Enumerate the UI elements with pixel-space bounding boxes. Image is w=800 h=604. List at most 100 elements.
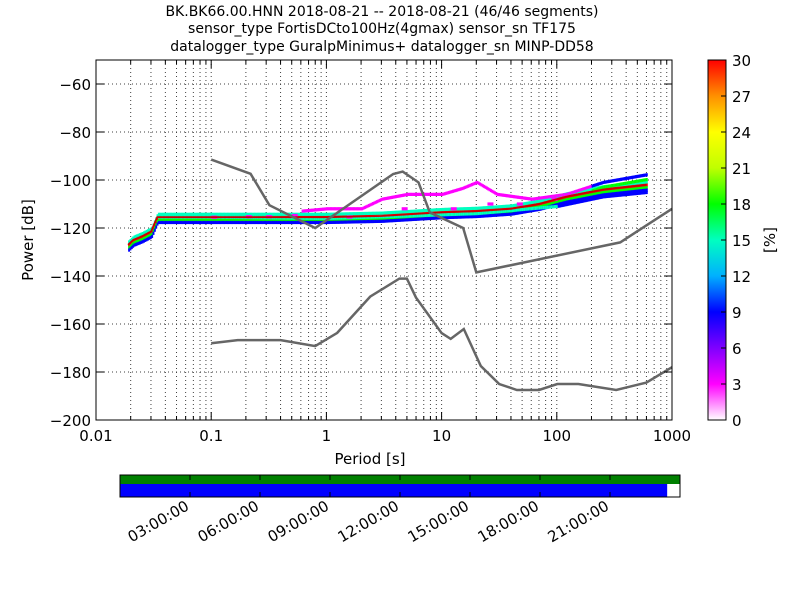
psd-cell [385,219,388,223]
psd-cell [260,220,263,225]
psd-cell [342,212,345,216]
psd-cell [338,220,341,224]
psd-cell [385,217,388,221]
psd-cell [499,209,502,214]
psd-cell [629,180,632,185]
psd-cell [538,199,541,203]
psd-cell [494,191,496,195]
psd-cell [160,212,163,216]
psd-cell [311,218,314,222]
psd-cell [645,178,648,182]
y-tick-label: −100 [50,172,91,190]
psd-cell [563,193,566,197]
psd-cell [513,212,515,216]
psd-cell [518,211,521,215]
psd-cell [386,214,389,219]
psd-cell [437,216,440,220]
psd-cell [458,187,461,191]
psd-cell [240,212,243,216]
psd-cell [359,207,362,211]
psd-cell [354,220,357,224]
psd-cell [183,220,186,225]
psd-cell [399,218,402,222]
psd-cell [330,218,333,222]
psd-cell [312,208,315,212]
psd-cell [332,216,335,220]
psd-cell [507,209,510,213]
psd-cell [541,198,544,203]
psd-cell [354,215,357,220]
psd-cell [500,193,503,197]
psd-cell [153,226,156,230]
psd-cell [343,212,346,216]
psd-cell [274,218,277,222]
y-tick-label: −140 [50,268,91,286]
psd-cell [578,195,581,199]
psd-cell [613,183,616,187]
psd-cell [138,238,141,243]
psd-cell [454,215,457,219]
psd-cell [324,220,327,225]
psd-cell [233,218,236,222]
psd-cell [530,207,533,211]
psd-cell [499,213,502,217]
psd-cell [247,218,250,222]
psd-cell [461,186,464,191]
psd-cell [423,213,426,218]
x-tick-label: 1 [322,427,332,445]
psd-cell [461,212,464,216]
psd-cell [601,181,604,185]
coverage-bar: 03:00:00 06:00:00 09:00:00 12:00:00 15:00:00… [119,474,681,546]
psd-cell [540,199,543,203]
y-tick-label: −120 [50,220,91,238]
psd-cell [190,220,193,225]
psd-cell [545,195,548,199]
psd-cell [228,218,231,222]
psd-cell [359,217,362,221]
psd-cell [195,220,198,225]
psd-cell [441,192,444,196]
psd-cell [340,220,343,224]
psd-cell [621,193,624,197]
psd-cell [556,194,559,198]
psd-cell [130,243,133,247]
coverage-tick-label: 18:00:00 [475,497,542,546]
psd-cell [404,210,407,214]
psd-cell [156,222,159,226]
psd-cell [498,205,501,209]
psd-cell [228,212,231,216]
psd-cell [408,209,411,214]
psd-cell [397,216,400,220]
psd-cell [449,215,452,220]
psd-cell [511,208,514,213]
psd-cell [277,212,280,216]
psd-cell [597,191,599,196]
psd-cell [273,220,276,225]
psd-cell [231,220,234,225]
psd-cell [565,198,568,202]
psd-cell [285,218,288,222]
psd-cell [289,220,292,225]
psd-cell [574,190,576,194]
psd-cell [170,212,173,216]
psd-cell [357,215,360,220]
psd-cell [358,212,361,216]
psd-cell [137,241,140,246]
psd-cell [607,184,610,188]
psd-cell [385,196,388,201]
psd-cell [311,216,314,220]
psd-cell [194,220,197,225]
psd-cell [557,202,560,206]
psd-cell [222,218,225,222]
psd-cell [513,208,515,212]
psd-cell [244,220,247,225]
psd-cell [533,206,536,211]
psd-cell [323,207,326,211]
psd-cell [336,212,339,216]
psd-cell [488,210,491,215]
psd-cell [391,210,393,215]
psd-cell [365,220,368,224]
psd-cell [592,195,595,199]
y-tick-label: −80 [59,124,91,142]
psd-cell [403,218,406,222]
